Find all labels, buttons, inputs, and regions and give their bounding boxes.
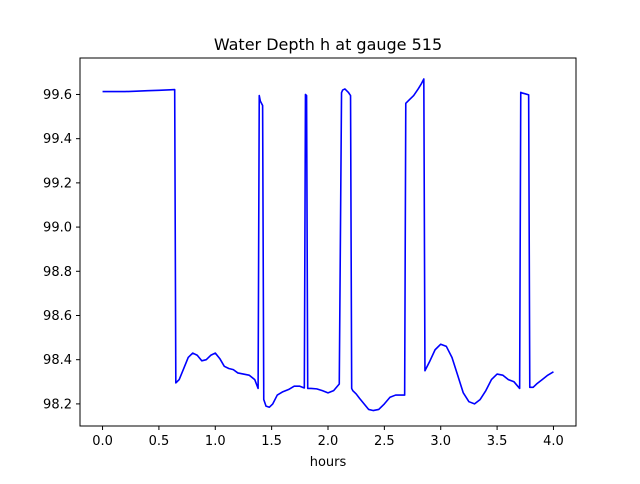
y-axis-ticks: 98.2 98.4 98.6 98.8 99.0 99.2 99.4 99.6 [43, 88, 80, 412]
y-tick-label: 98.4 [43, 353, 72, 368]
x-tick-label: 1.5 [261, 434, 282, 449]
plot-frame [79, 57, 577, 427]
x-tick-label: 3.5 [487, 434, 508, 449]
x-tick-label: 3.0 [430, 434, 451, 449]
y-tick-label: 99.0 [43, 221, 72, 236]
x-axis-label: hours [310, 455, 347, 470]
x-tick-label: 2.5 [374, 434, 395, 449]
y-tick-label: 99.2 [43, 176, 72, 191]
x-tick-label: 2.0 [318, 434, 339, 449]
chart-title: Water Depth h at gauge 515 [214, 35, 442, 54]
x-tick-label: 1.0 [205, 434, 226, 449]
series-layer [102, 78, 554, 412]
x-tick-label: 0.5 [149, 434, 170, 449]
x-axis-ticks: 0.0 0.5 1.0 1.5 2.0 2.5 3.0 3.5 4.0 [92, 426, 564, 449]
x-tick-label: 4.0 [543, 434, 564, 449]
y-tick-label: 98.6 [43, 309, 72, 324]
y-tick-label: 98.2 [43, 397, 72, 412]
y-tick-label: 99.4 [43, 132, 72, 147]
series-line-0 [102, 78, 554, 412]
y-tick-label: 99.6 [43, 88, 72, 103]
y-tick-label: 98.8 [43, 265, 72, 280]
plot-area [80, 58, 576, 426]
x-tick-label: 0.0 [92, 434, 113, 449]
